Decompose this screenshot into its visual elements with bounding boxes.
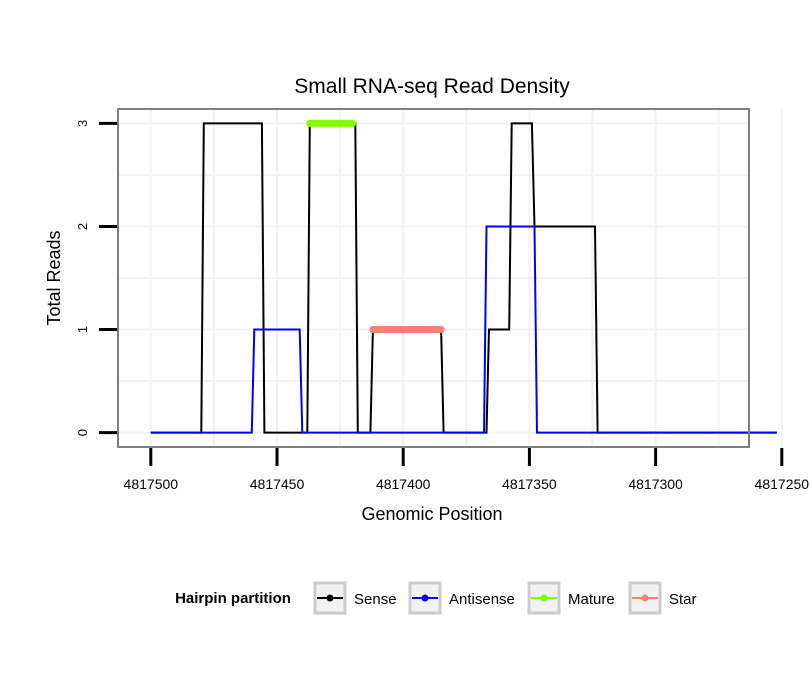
x-axis: 4817500 4817450 4817400 4817350 4817300 48172… <box>124 448 810 492</box>
x-axis-label: Genomic Position <box>361 504 502 524</box>
x-tick-label: 4817350 <box>502 476 557 492</box>
plot-border <box>117 108 750 448</box>
y-axis-label: Total Reads <box>44 230 64 325</box>
x-tick-label: 4817400 <box>376 476 431 492</box>
legend-key-point <box>421 594 429 602</box>
legend-item-mature: Mature <box>527 581 615 615</box>
legend-label: Sense <box>354 591 397 608</box>
chart-title: Small RNA-seq Read Density <box>294 75 570 98</box>
legend-label: Antisense <box>449 591 515 608</box>
legend-title: Hairpin partition <box>175 590 291 607</box>
legend-item-antisense: Antisense <box>408 581 515 615</box>
series-line-sense <box>150 122 777 434</box>
legend-key-point <box>540 594 548 602</box>
y-tick-label: 3 <box>75 120 90 127</box>
y-tick-label: 2 <box>75 223 90 230</box>
legend-label: Star <box>669 591 697 608</box>
legend-item-star: Star <box>628 581 697 615</box>
x-tick-label: 4817300 <box>628 476 683 492</box>
legend-item-sense: Sense <box>313 581 397 615</box>
series-group <box>150 119 777 434</box>
x-tick-label: 4817250 <box>755 476 810 492</box>
y-axis: 0 1 2 3 <box>75 120 117 436</box>
series-line-antisense <box>150 225 777 434</box>
legend: Hairpin partition Sense Antisense Mature St… <box>175 581 697 615</box>
legend-key-point <box>326 594 334 602</box>
y-tick-label: 0 <box>75 429 90 436</box>
legend-label: Mature <box>568 591 615 608</box>
x-tick-label: 4817500 <box>124 476 179 492</box>
y-tick-label: 1 <box>75 326 90 333</box>
legend-key-point <box>641 594 649 602</box>
x-tick-label: 4817450 <box>250 476 305 492</box>
